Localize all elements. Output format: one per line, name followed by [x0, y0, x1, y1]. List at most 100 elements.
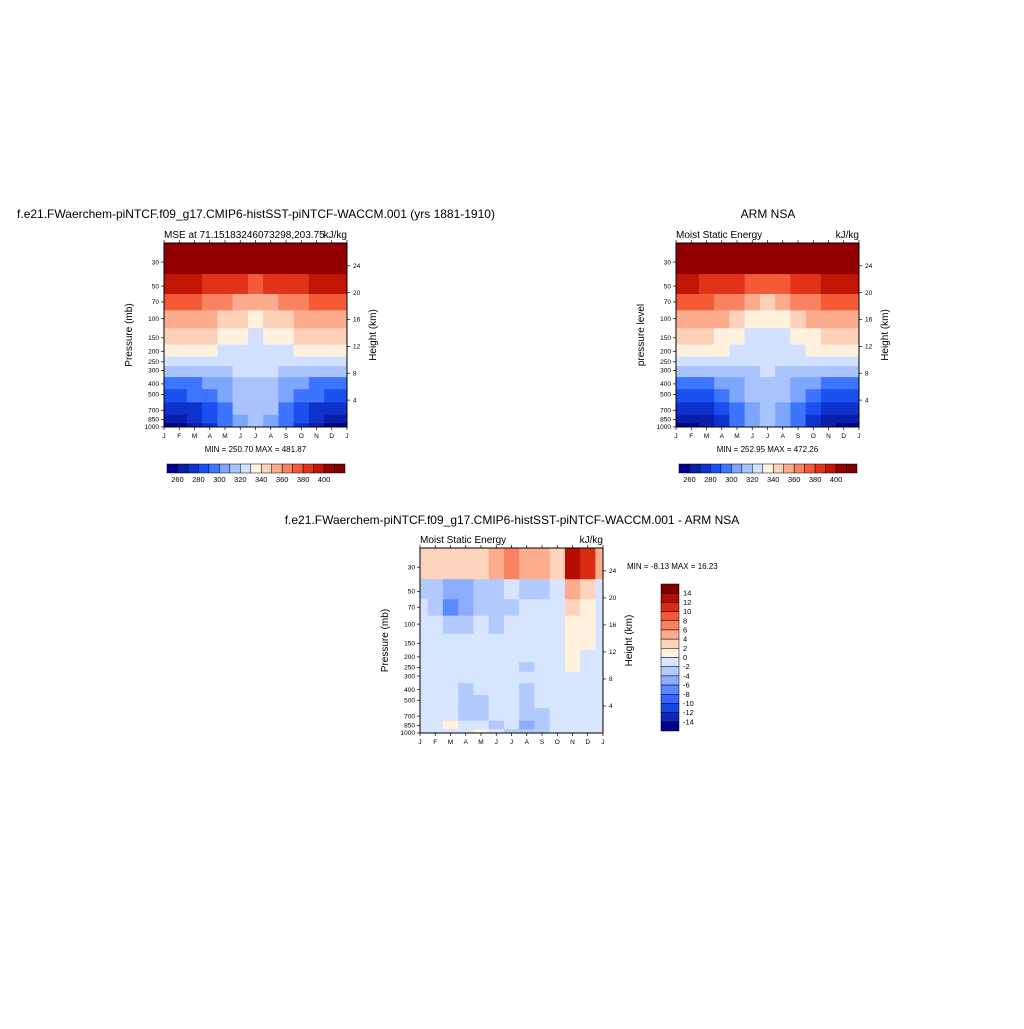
- contour-cell: [172, 274, 188, 294]
- y-right-tick-label: 8: [353, 370, 357, 377]
- colorbar-label: 280: [704, 475, 717, 484]
- contour-cell: [851, 294, 859, 311]
- colorbar-box: [742, 464, 752, 473]
- contour-cell: [745, 310, 761, 328]
- colorbar-label: 2: [683, 644, 687, 653]
- contour-cell: [202, 294, 218, 311]
- contour-cell: [324, 345, 340, 357]
- contour-cell: [821, 345, 837, 357]
- contour-cell: [202, 366, 218, 377]
- contour-cell: [458, 650, 474, 662]
- x-tick-label: M: [222, 433, 227, 440]
- contour-cell: [339, 415, 347, 424]
- contour-cell: [775, 345, 791, 357]
- contour-cell: [699, 402, 715, 415]
- colorbar-label: 4: [683, 635, 687, 644]
- contour-cell: [248, 243, 264, 274]
- contour-cell: [309, 310, 325, 328]
- contour-cell: [473, 616, 489, 634]
- colorbar-label: -12: [683, 708, 694, 717]
- contour-cell: [550, 634, 566, 651]
- contour-cell: [263, 377, 279, 389]
- contour-cell: [595, 683, 603, 695]
- contour-cell: [534, 634, 550, 651]
- colorbar-box: [661, 621, 679, 630]
- contour-cell: [519, 683, 535, 695]
- y-right-axis-label: Height (km): [624, 615, 635, 667]
- contour-cell: [534, 650, 550, 662]
- contour-cell: [821, 415, 837, 424]
- contour-cell: [428, 695, 444, 709]
- chart-panel-2: ARM NSAMoist Static Energy kJ/kg305070100…: [636, 207, 891, 484]
- colorbar-box: [661, 612, 679, 621]
- contour-cell: [714, 310, 730, 328]
- contour-cell: [775, 389, 791, 403]
- contour-cell: [217, 366, 233, 377]
- contour-cell: [699, 345, 715, 357]
- contour-cell: [324, 328, 340, 345]
- x-tick-label: O: [299, 433, 304, 440]
- contour-cell: [248, 274, 264, 294]
- y-right-tick-label: 16: [865, 317, 873, 324]
- contour-cell: [851, 377, 859, 389]
- contour-cell: [339, 328, 347, 345]
- contour-cell: [339, 402, 347, 415]
- y-tick-label: 50: [664, 283, 672, 290]
- contour-cell: [580, 672, 596, 684]
- colorbar-label: -14: [683, 717, 694, 726]
- contour-cell: [565, 579, 581, 599]
- contour-cell: [684, 357, 700, 367]
- contour-cell: [489, 579, 505, 599]
- contour-cell: [550, 616, 566, 634]
- contour-cell: [324, 294, 340, 311]
- y-tick-label: 200: [660, 349, 671, 356]
- colorbar-box: [721, 464, 731, 473]
- x-tick-label: M: [448, 739, 453, 746]
- contour-cell: [420, 672, 428, 684]
- colorbar-box: [661, 593, 679, 602]
- contour-cell: [760, 366, 776, 377]
- contour-cell: [684, 310, 700, 328]
- contour-cell: [202, 243, 218, 274]
- y-right-tick-label: 12: [353, 344, 361, 351]
- contour-cell: [233, 310, 249, 328]
- contour-cell: [745, 402, 761, 415]
- contour-cell: [187, 345, 203, 357]
- contour-cell: [339, 345, 347, 357]
- contour-cell: [504, 634, 520, 651]
- colorbar-box: [763, 464, 773, 473]
- contour-cell: [420, 634, 428, 651]
- contour-field: [420, 548, 603, 733]
- contour-cell: [294, 274, 310, 294]
- x-tick-label: S: [284, 433, 289, 440]
- contour-cell: [473, 548, 489, 580]
- contour-cell: [248, 415, 264, 424]
- colorbar-box: [661, 685, 679, 694]
- colorbar-box: [731, 464, 741, 473]
- contour-cell: [309, 377, 325, 389]
- x-tick-label: J: [674, 433, 677, 440]
- y-tick-label: 1000: [145, 424, 160, 431]
- y-tick-label: 500: [660, 392, 671, 399]
- y-tick-label: 70: [152, 299, 160, 306]
- y-axis-label: Pressure (mb): [380, 609, 391, 672]
- contour-cell: [729, 402, 745, 415]
- contour-cell: [519, 548, 535, 580]
- x-tick-label: D: [585, 739, 590, 746]
- contour-cell: [676, 328, 684, 345]
- colorbar-box: [303, 464, 313, 473]
- contour-cell: [790, 345, 806, 357]
- contour-cell: [565, 695, 581, 709]
- colorbar-box: [177, 464, 187, 473]
- contour-cell: [324, 366, 340, 377]
- contour-cell: [263, 357, 279, 367]
- contour-cell: [821, 328, 837, 345]
- units-label: kJ/kg: [580, 535, 603, 546]
- y-right-tick-label: 4: [865, 397, 869, 404]
- contour-cell: [806, 377, 822, 389]
- colorbar-label: 8: [683, 616, 687, 625]
- contour-cell: [504, 548, 520, 580]
- y-tick-label: 850: [148, 417, 159, 424]
- y-tick-label: 50: [152, 283, 160, 290]
- contour-cell: [428, 650, 444, 662]
